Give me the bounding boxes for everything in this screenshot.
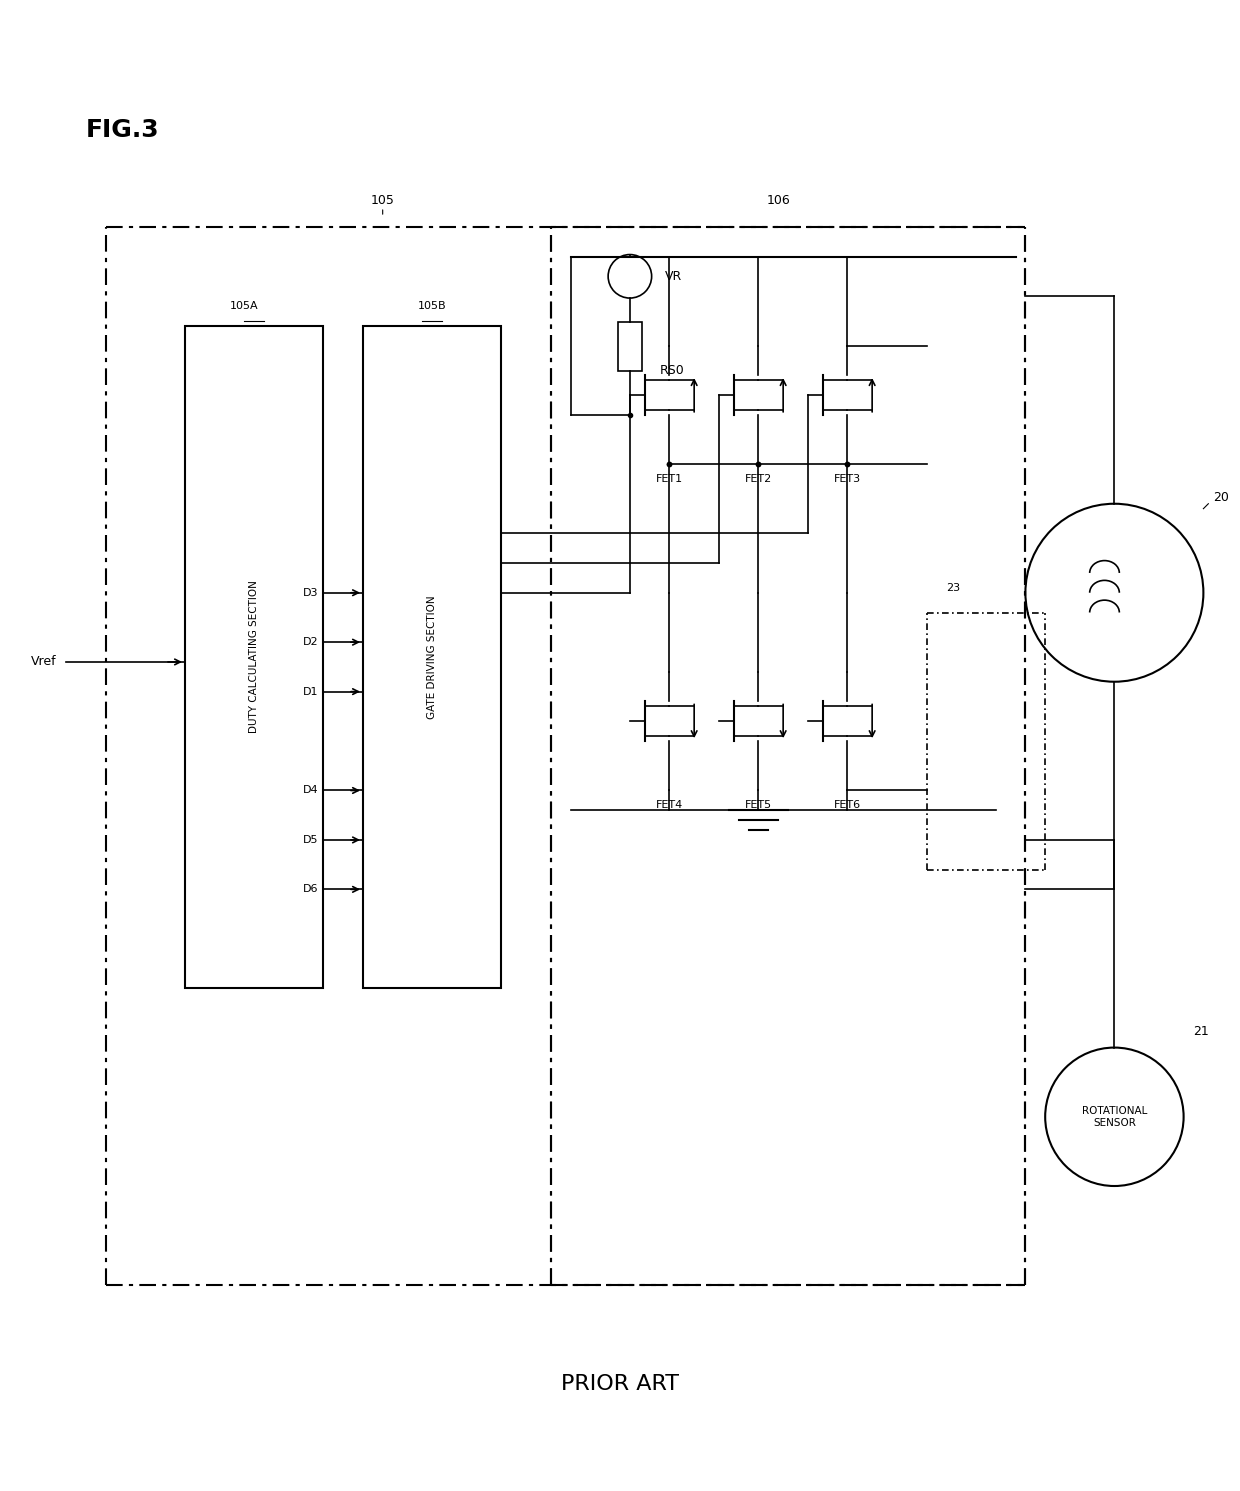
Text: DUTY CALCULATING SECTION: DUTY CALCULATING SECTION [249,580,259,734]
Text: 20: 20 [1213,491,1229,504]
Text: ROTATIONAL
SENSOR: ROTATIONAL SENSOR [1081,1106,1147,1127]
Bar [363,325,501,989]
Text: FET6: FET6 [833,801,861,811]
Text: 21: 21 [1194,1024,1209,1038]
Text: RS0: RS0 [660,364,684,377]
Text: GATE DRIVING SECTION: GATE DRIVING SECTION [427,595,438,719]
Text: FET4: FET4 [656,801,683,811]
Text: VR: VR [665,270,682,283]
Text: D5: D5 [303,835,319,845]
Text: D1: D1 [303,687,319,696]
Text: D3: D3 [303,587,319,598]
Text: 23: 23 [946,583,961,593]
Text: 105A: 105A [229,301,259,312]
Text: Vref: Vref [31,656,56,668]
Text: 105: 105 [371,194,394,207]
Text: PRIOR ART: PRIOR ART [560,1373,680,1394]
Text: FET1: FET1 [656,474,683,485]
Text: FET2: FET2 [745,474,773,485]
Bar [618,322,642,371]
Text: 105B: 105B [418,301,446,312]
Text: D6: D6 [303,884,319,895]
Text: FIG.3: FIG.3 [86,118,160,142]
Text: D2: D2 [303,637,319,647]
Text: D4: D4 [303,786,319,796]
Bar [185,325,324,989]
Text: FET3: FET3 [833,474,861,485]
Text: 106: 106 [766,194,790,207]
Text: FET5: FET5 [745,801,773,811]
